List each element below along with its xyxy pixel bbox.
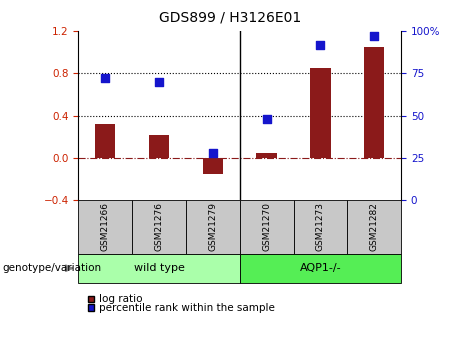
Text: GSM21276: GSM21276 — [154, 202, 164, 252]
Bar — [203, 158, 223, 174]
Point — [209, 150, 217, 156]
Text: GSM21273: GSM21273 — [316, 202, 325, 252]
Bar — [310, 68, 331, 158]
Text: GSM21266: GSM21266 — [101, 202, 110, 252]
Text: genotype/variation: genotype/variation — [2, 263, 101, 273]
Point — [155, 79, 163, 85]
Text: wild type: wild type — [134, 263, 184, 273]
Point — [101, 76, 109, 81]
Text: percentile rank within the sample: percentile rank within the sample — [99, 303, 275, 313]
Text: GSM21270: GSM21270 — [262, 202, 271, 252]
Point — [263, 116, 270, 122]
Bar — [95, 124, 115, 158]
Text: GSM21279: GSM21279 — [208, 202, 217, 252]
Text: GDS899 / H3126E01: GDS899 / H3126E01 — [160, 10, 301, 24]
Bar — [149, 135, 169, 158]
Point — [317, 42, 324, 47]
Text: AQP1-/-: AQP1-/- — [300, 263, 341, 273]
Bar — [256, 152, 277, 158]
Text: log ratio: log ratio — [99, 295, 142, 304]
Point — [371, 33, 378, 39]
Bar — [364, 47, 384, 158]
Text: GSM21282: GSM21282 — [370, 203, 378, 251]
